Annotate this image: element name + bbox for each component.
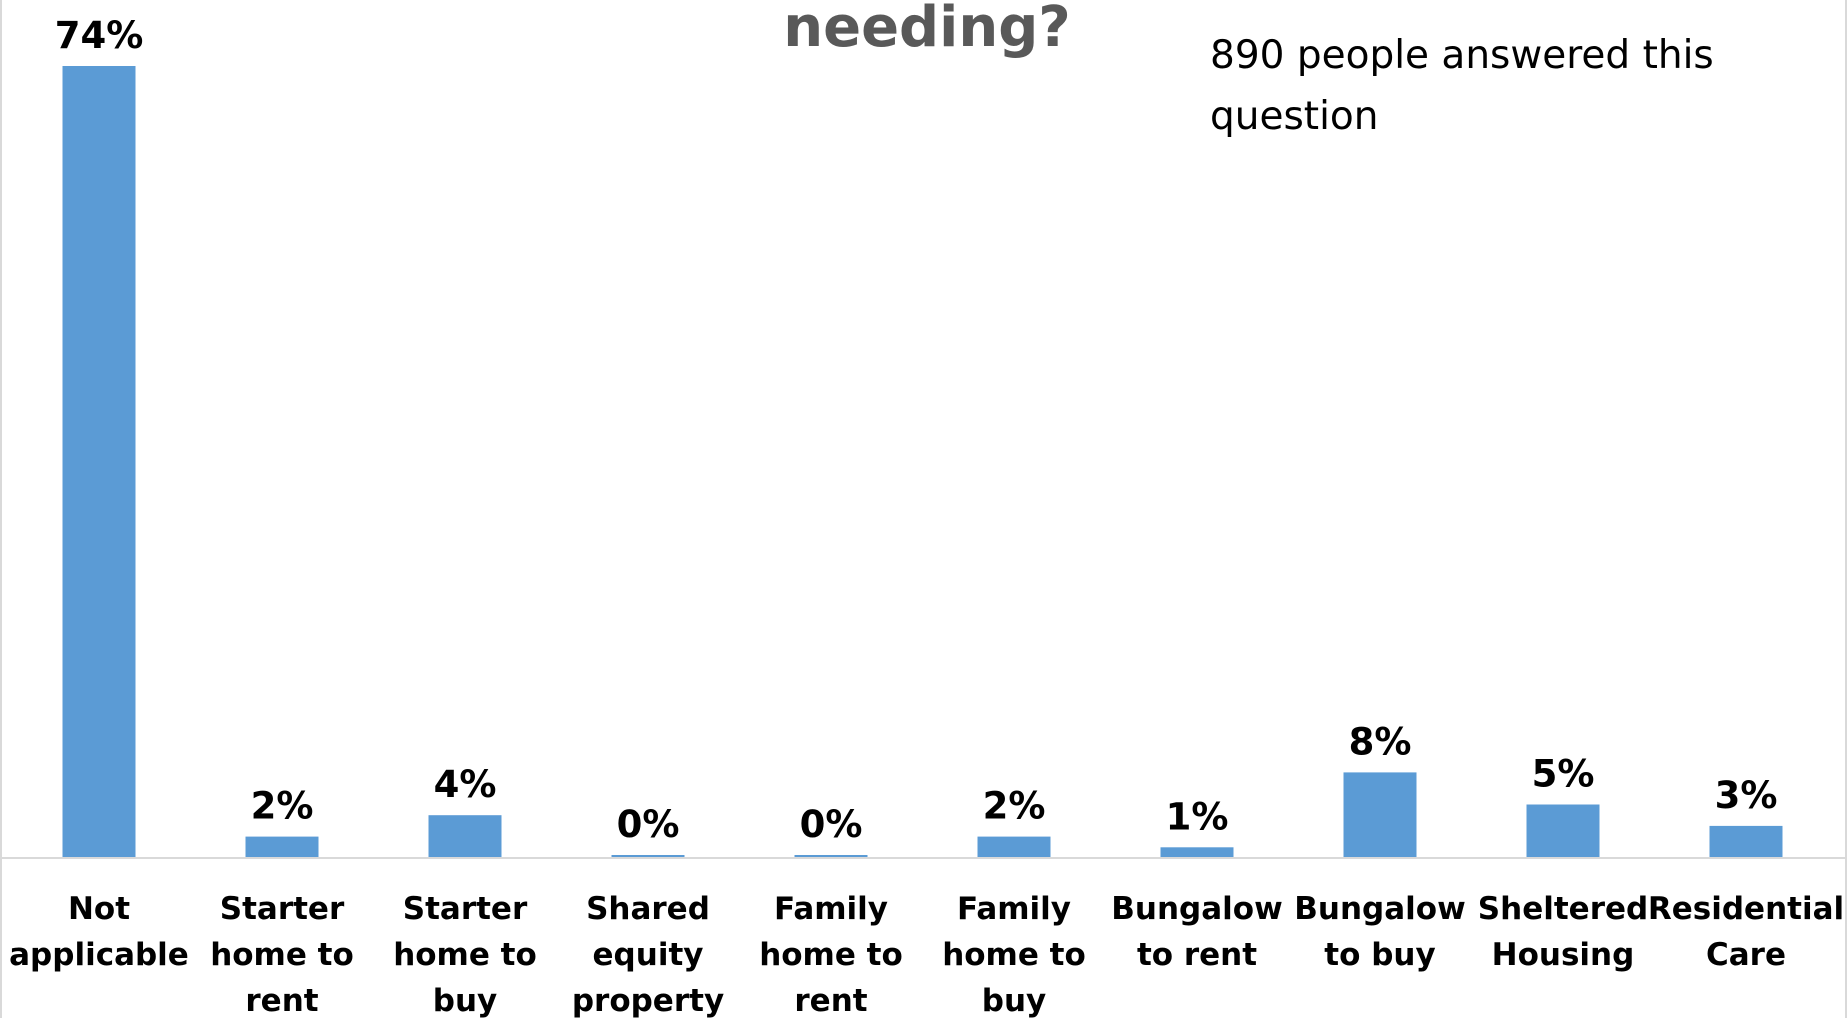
category-label: Bungalow to buy <box>1294 891 1465 973</box>
bar <box>428 815 502 858</box>
category-label: Family home to buy <box>942 891 1086 1018</box>
bar-value-label: 2% <box>251 785 314 828</box>
bar-value-label: 2% <box>983 785 1046 828</box>
category-label: Starter home to buy <box>393 891 537 1018</box>
chart-title: needing? <box>783 0 1071 60</box>
category-label: Shared equity property <box>572 891 724 1018</box>
category-labels-layer: Not applicable Starter home to rent Starter ho… <box>9 891 1844 1018</box>
value-labels-layer: 74% 2% 4% 0% 0% 2% 1% 8% 5% 3% <box>55 14 1778 846</box>
category-label: Sheltered Housing <box>1478 891 1648 973</box>
bar <box>1343 772 1417 858</box>
respondent-count-annotation: 890 people answered this question <box>1210 33 1714 139</box>
category-label: Bungalow to rent <box>1111 891 1282 973</box>
bar <box>611 855 685 858</box>
bar-value-label: 4% <box>434 763 497 806</box>
bar-value-label: 1% <box>1166 795 1229 838</box>
category-label: Family home to rent <box>759 891 903 1018</box>
category-label: Starter home to rent <box>210 891 354 1018</box>
bar <box>794 855 868 858</box>
bar-value-label: 0% <box>617 803 680 846</box>
bar <box>1160 847 1234 858</box>
bar <box>1709 825 1783 858</box>
bar-value-label: 8% <box>1349 720 1412 763</box>
bars-layer <box>62 66 1783 858</box>
bar <box>245 836 319 858</box>
bar <box>977 836 1051 858</box>
bar-value-label: 74% <box>55 14 144 57</box>
bar-value-label: 5% <box>1532 753 1595 796</box>
bar-value-label: 0% <box>800 803 863 846</box>
bar <box>62 66 136 858</box>
category-label: Residential Care <box>1648 891 1844 973</box>
category-label: Not applicable <box>9 891 189 973</box>
bar <box>1526 804 1600 858</box>
bar-value-label: 3% <box>1715 774 1778 817</box>
